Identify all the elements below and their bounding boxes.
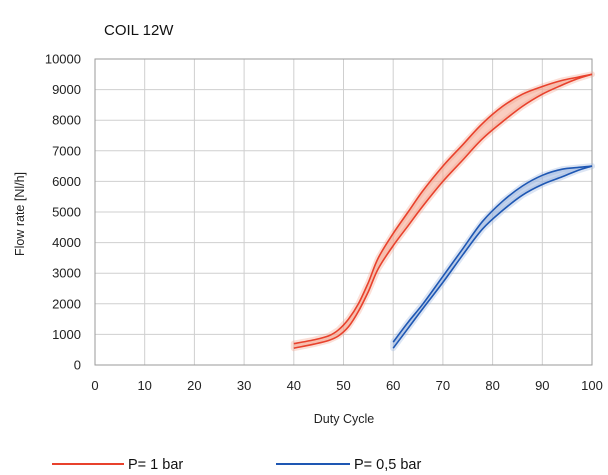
plot-frame — [94, 58, 593, 366]
x-tick-label: 40 — [287, 378, 301, 393]
y-tick-label: 2000 — [52, 296, 81, 311]
y-tick-label: 10000 — [45, 52, 81, 67]
x-tick-label: 20 — [187, 378, 201, 393]
legend-label: P= 1 bar — [128, 457, 183, 473]
x-tick-label: 50 — [336, 378, 350, 393]
y-tick-label: 9000 — [52, 82, 81, 97]
legend: P= 1 bar P= 0,5 bar — [52, 457, 421, 473]
y-tick-label: 3000 — [52, 266, 81, 281]
legend-label: P= 0,5 bar — [354, 457, 421, 473]
y-tick-labels: 0 1000 2000 3000 4000 5000 6000 7000 8000 9000 100… — [45, 52, 81, 373]
series-line-upper — [293, 73, 593, 345]
y-tick-label: 5000 — [52, 205, 81, 220]
y-tick-label: 6000 — [52, 174, 81, 189]
x-tick-label: 10 — [137, 378, 151, 393]
series-line-lower — [293, 73, 593, 349]
x-tick-label: 70 — [436, 378, 450, 393]
x-tick-label: 100 — [581, 378, 603, 393]
y-tick-label: 7000 — [52, 143, 81, 158]
series-line-lower — [392, 165, 593, 349]
x-tick-label: 30 — [237, 378, 251, 393]
x-axis-label: Duty Cycle — [314, 412, 374, 426]
y-tick-label: 4000 — [52, 235, 81, 250]
y-tick-label: 0 — [74, 358, 81, 373]
y-tick-label: 8000 — [52, 113, 81, 128]
y-tick-label: 1000 — [52, 327, 81, 342]
x-tick-label: 0 — [91, 378, 98, 393]
x-tick-label: 90 — [535, 378, 549, 393]
x-tick-label: 60 — [386, 378, 400, 393]
y-axis-label: Flow rate [Nl/h] — [13, 172, 27, 256]
x-tick-label: 80 — [485, 378, 499, 393]
series-line-upper — [392, 165, 593, 343]
chart-title: COIL 12W — [104, 22, 174, 39]
series-lines — [293, 73, 593, 349]
x-tick-labels: 0 10 20 30 40 50 60 70 80 90 100 — [91, 378, 602, 393]
